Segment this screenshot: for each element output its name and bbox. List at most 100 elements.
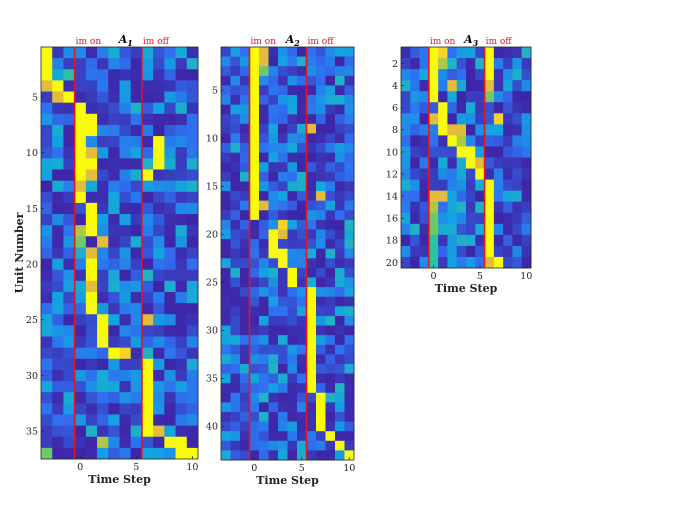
heatmap-cell bbox=[297, 171, 307, 182]
heatmap-cell bbox=[164, 247, 176, 259]
heatmap-cell bbox=[85, 180, 98, 193]
heatmap-cell bbox=[447, 69, 458, 81]
heatmap-cell bbox=[466, 124, 476, 136]
heatmap-cell bbox=[141, 102, 154, 115]
heatmap-cell bbox=[41, 369, 53, 382]
heatmap-cell bbox=[512, 179, 523, 192]
heatmap-cell bbox=[521, 80, 532, 92]
heatmap-cell bbox=[297, 114, 307, 125]
heatmap-cell bbox=[249, 191, 260, 202]
heatmap-cell bbox=[287, 325, 298, 336]
heatmap-cell bbox=[484, 234, 495, 247]
heatmap-cell bbox=[153, 269, 165, 282]
heatmap-cell bbox=[41, 113, 53, 126]
heatmap-cell bbox=[186, 369, 199, 382]
heatmap-cell bbox=[287, 210, 298, 221]
heatmap-cell bbox=[297, 287, 307, 298]
heatmap-cell bbox=[85, 47, 98, 59]
heatmap-cell bbox=[287, 344, 298, 355]
heatmap-cell bbox=[141, 214, 154, 226]
heatmap-cell bbox=[335, 402, 345, 413]
heatmap-cell bbox=[230, 229, 241, 240]
heatmap-cell bbox=[466, 201, 476, 214]
heatmap-cell bbox=[297, 450, 307, 461]
heatmap-cell bbox=[74, 358, 87, 371]
heatmap-cell bbox=[287, 133, 298, 144]
heatmap-cell bbox=[297, 56, 307, 67]
heatmap-cell bbox=[325, 296, 336, 307]
heatmap-cell bbox=[164, 403, 176, 415]
heatmap-cell bbox=[74, 381, 87, 393]
heatmap-cell bbox=[141, 358, 154, 371]
y-tick-label: 40 bbox=[206, 422, 218, 433]
heatmap-cell bbox=[186, 214, 199, 226]
heatmap-cell bbox=[230, 152, 241, 163]
heatmap-cell bbox=[240, 200, 250, 211]
heatmap-cell bbox=[306, 277, 317, 288]
heatmap-cell bbox=[410, 69, 420, 81]
heatmap-cell bbox=[278, 133, 288, 144]
heatmap-cell bbox=[85, 403, 98, 415]
heatmap-cell bbox=[230, 66, 241, 77]
heatmap-cell bbox=[130, 436, 143, 449]
y-tick-label: 35 bbox=[26, 426, 38, 437]
heatmap-cell bbox=[153, 381, 165, 393]
heatmap-cell bbox=[268, 143, 279, 154]
heatmap-cell bbox=[316, 431, 326, 442]
heatmap-cell bbox=[175, 158, 188, 170]
heatmap-cell bbox=[240, 411, 250, 422]
heatmap-cell bbox=[325, 421, 336, 432]
heatmap-cell bbox=[344, 306, 355, 317]
heatmap-cell bbox=[268, 229, 279, 240]
heatmap-cell bbox=[230, 133, 241, 144]
heatmap-cell bbox=[521, 58, 532, 70]
heatmap-cell bbox=[230, 219, 241, 230]
heatmap-cell bbox=[268, 104, 279, 115]
heatmap-cell bbox=[63, 102, 76, 115]
heatmap-cell bbox=[447, 58, 458, 70]
heatmap-cell bbox=[484, 190, 495, 203]
heatmap-cell bbox=[240, 431, 250, 442]
heatmap-cell bbox=[52, 136, 64, 148]
heatmap-cell bbox=[63, 325, 76, 337]
heatmap-cell bbox=[240, 325, 250, 336]
heatmap-cell bbox=[175, 69, 188, 81]
heatmap-cell bbox=[428, 69, 439, 81]
heatmap-cell bbox=[130, 403, 143, 415]
heatmap-cell bbox=[52, 158, 64, 170]
heatmap-cell bbox=[240, 248, 250, 259]
heatmap-cell bbox=[230, 56, 241, 67]
heatmap-cell bbox=[268, 440, 279, 451]
x-tick-label: 5 bbox=[299, 463, 305, 474]
heatmap-cell bbox=[108, 247, 120, 259]
heatmap-cell bbox=[306, 335, 317, 346]
heatmap-cell bbox=[325, 248, 336, 259]
heatmap-cell bbox=[447, 245, 458, 258]
heatmap-cell bbox=[268, 335, 279, 346]
heatmap-cell bbox=[85, 236, 98, 248]
heatmap-cell bbox=[325, 392, 336, 403]
x-tick-label: 0 bbox=[251, 463, 257, 474]
heatmap-cell bbox=[493, 157, 504, 169]
heatmap-cell bbox=[325, 239, 336, 250]
y-tick-label: 18 bbox=[386, 236, 398, 247]
heatmap-cell bbox=[268, 306, 279, 317]
heatmap-cell bbox=[221, 133, 231, 144]
heatmap-cell bbox=[249, 200, 260, 211]
heatmap-cell bbox=[52, 280, 64, 293]
heatmap-cell bbox=[240, 383, 250, 394]
heatmap-cell bbox=[108, 258, 120, 271]
heatmap-cell bbox=[164, 414, 176, 426]
heatmap-cell bbox=[278, 421, 288, 432]
heatmap-cell bbox=[325, 75, 336, 86]
heatmap-cell bbox=[278, 354, 288, 365]
heatmap-cell bbox=[97, 291, 109, 304]
heatmap-cell bbox=[278, 114, 288, 125]
heatmap-cell bbox=[335, 181, 345, 192]
heatmap-cell bbox=[108, 425, 120, 438]
heatmap-cell bbox=[108, 436, 120, 449]
heatmap-cell bbox=[521, 212, 532, 225]
heatmap-cell bbox=[175, 58, 188, 70]
heatmap-cell bbox=[447, 212, 458, 225]
heatmap-cell bbox=[503, 179, 513, 192]
